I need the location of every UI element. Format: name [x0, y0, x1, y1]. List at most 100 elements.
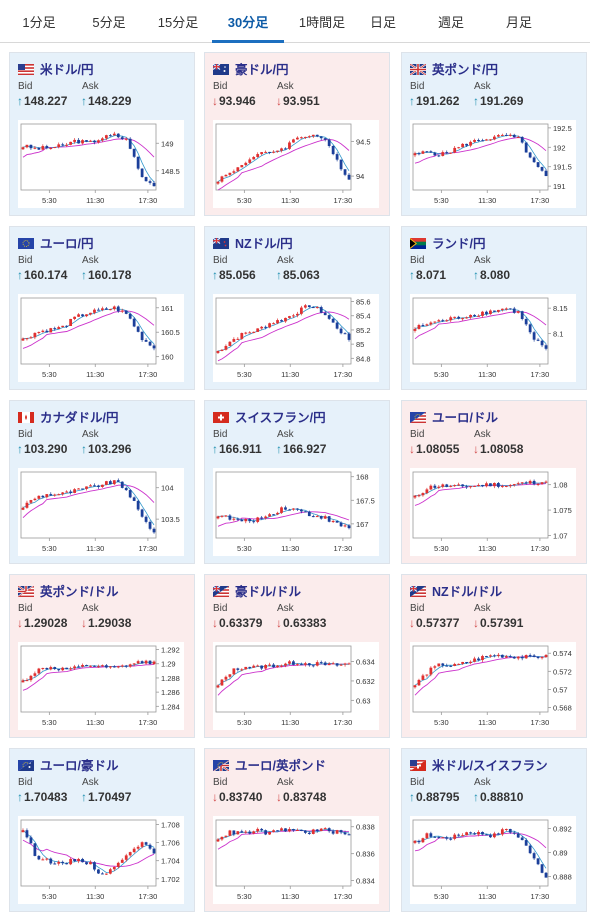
- nz-us-flag: [410, 586, 426, 597]
- candle-body: [528, 845, 532, 854]
- pair-title[interactable]: 豪ドル/ドル: [213, 581, 301, 599]
- pair-name: NZドル/ドル: [432, 585, 503, 599]
- bid-label: Bid: [18, 255, 33, 266]
- candle-body: [248, 159, 252, 163]
- y-tick-label: 0.838: [356, 823, 375, 832]
- candle-body: [124, 855, 128, 860]
- tab-1[interactable]: 5分足: [92, 15, 126, 30]
- pair-title[interactable]: ユーロ/英ポンド: [213, 755, 326, 773]
- candle-body: [41, 330, 45, 332]
- chart-panel[interactable]: 192.5 192 191.5 191 5:30 11:30 17:30: [410, 120, 576, 208]
- tab-3[interactable]: 30分足: [212, 0, 284, 43]
- ask-label: Ask: [277, 81, 294, 92]
- chart-panel[interactable]: 104 103.5 5:30 11:30 17:30: [18, 468, 184, 556]
- chart-panel[interactable]: 8.15 8.1 5:30 11:30 17:30: [410, 294, 576, 382]
- chart-panel[interactable]: 168 167.5 167 5:30 11:30 17:30: [213, 468, 379, 556]
- x-tick-label: 11:30: [86, 718, 104, 727]
- x-tick-label: 11:30: [86, 892, 104, 901]
- ask-value: ↑1.70497: [81, 790, 131, 804]
- y-tick-label: 0.834: [356, 877, 375, 886]
- pair-title[interactable]: ユーロ/円: [18, 233, 93, 251]
- pair-title[interactable]: スイスフラン/円: [213, 407, 326, 425]
- rate-card[interactable]: スイスフラン/円 Bid Ask ↑166.911 ↑166.927 168 167.5 16…: [204, 400, 390, 564]
- arrow-up-icon: ↑: [17, 442, 23, 456]
- candle-body: [61, 144, 65, 146]
- candle-body: [33, 332, 37, 338]
- pair-title[interactable]: 米ドル/スイスフラン: [410, 755, 548, 773]
- y-tick-label: 103.5: [161, 515, 180, 524]
- rate-card[interactable]: ユーロ/円 Bid Ask ↑160.174 ↑160.178 161 160.5 160 5:…: [9, 226, 195, 390]
- pair-title[interactable]: ランド/円: [410, 233, 485, 251]
- candle-body: [461, 661, 465, 664]
- candle-body: [216, 839, 220, 842]
- candle-body: [57, 861, 61, 864]
- pair-title[interactable]: 豪ドル/円: [213, 59, 288, 77]
- candle-body: [116, 862, 120, 867]
- arrow-down-icon: ↓: [473, 442, 479, 456]
- candle-body: [425, 674, 429, 676]
- tab-2[interactable]: 15分足: [157, 15, 199, 30]
- rate-card[interactable]: ユーロ/ドル Bid Ask ↓1.08055 ↓1.08058 1.08 1.075 1.0…: [401, 400, 587, 564]
- chart-panel[interactable]: 1.708 1.706 1.704 1.702 5:30 11:30 17:30: [18, 816, 184, 904]
- ma-line-short: [22, 829, 155, 874]
- rate-card[interactable]: NZドル/ドル Bid Ask ↓0.57377 ↓0.57391 0.574 0.572 0…: [401, 574, 587, 738]
- x-tick-label: 17:30: [139, 718, 158, 727]
- pair-title[interactable]: 英ポンド/ドル: [18, 581, 118, 599]
- candle-body: [272, 664, 275, 668]
- candle-body: [85, 486, 88, 489]
- bid-price: 0.83740: [219, 790, 263, 804]
- chart-panel[interactable]: 0.574 0.572 0.57 0.568 5:30 11:30 17:30: [410, 642, 576, 730]
- pair-title[interactable]: ユーロ/ドル: [410, 407, 498, 425]
- chart-panel[interactable]: 149 148.5 5:30 11:30 17:30: [18, 120, 184, 208]
- ma-line-long: [22, 663, 155, 691]
- candle-body: [276, 512, 279, 515]
- pair-title[interactable]: NZドル/ドル: [410, 581, 502, 599]
- rate-card[interactable]: カナダドル/円 Bid Ask ↑103.290 ↑103.296 104 103.5 5:3…: [9, 400, 195, 564]
- rate-card[interactable]: 米ドル/円 Bid Ask ↑148.227 ↑148.229 149 148.5 5:30 1…: [9, 52, 195, 216]
- pair-title[interactable]: 英ポンド/円: [410, 59, 498, 77]
- tab-0[interactable]: 1分足: [22, 15, 56, 30]
- chart-panel[interactable]: 1.292 1.29 1.288 1.286 1.284 5:30 11:30 17:30: [18, 642, 184, 730]
- chart-panel[interactable]: 1.08 1.075 1.07 5:30 11:30 17:30: [410, 468, 576, 556]
- pair-title[interactable]: NZドル/円: [213, 233, 293, 251]
- pair-title[interactable]: 米ドル/円: [18, 59, 93, 77]
- chart-panel[interactable]: 0.838 0.836 0.834 5:30 11:30 17:30: [213, 816, 379, 904]
- tab-6[interactable]: 週足: [437, 15, 464, 30]
- rate-card[interactable]: NZドル/円 Bid Ask ↑85.056 ↑85.063 85.6 85.4 85.2 85…: [204, 226, 390, 390]
- bid-price: 0.88795: [416, 790, 460, 804]
- chart-panel[interactable]: 161 160.5 160 5:30 11:30 17:30: [18, 294, 184, 382]
- candle-body: [268, 831, 271, 835]
- rate-card[interactable]: ランド/円 Bid Ask ↑8.071 ↑8.080 8.15 8.1 5:30 11:30 1…: [401, 226, 587, 390]
- pair-name: ユーロ/豪ドル: [40, 759, 119, 773]
- candle-body: [108, 869, 112, 874]
- candle-body: [473, 658, 476, 662]
- candle-body: [504, 828, 508, 830]
- tab-7[interactable]: 月足: [505, 15, 532, 30]
- chart-panel[interactable]: 0.892 0.89 0.888 5:30 11:30 17:30: [410, 816, 576, 904]
- candle-body: [280, 507, 283, 513]
- rate-card[interactable]: 英ポンド/円 Bid Ask ↑191.262 ↑191.269 192.5 192 191.…: [401, 52, 587, 216]
- tab-5[interactable]: 日足: [369, 15, 396, 30]
- candle-body: [520, 311, 524, 320]
- pair-title[interactable]: カナダドル/円: [18, 407, 118, 425]
- tab-4[interactable]: 1時間足: [298, 15, 346, 30]
- rate-card[interactable]: ユーロ/英ポンド Bid Ask ↓0.83740 ↓0.83748 0.838 0.836…: [204, 748, 390, 912]
- rate-card[interactable]: 豪ドル/ドル Bid Ask ↓0.63379 ↓0.63383 0.634 0.632 0.…: [204, 574, 390, 738]
- candle-body: [33, 843, 37, 856]
- candle-body: [61, 667, 65, 671]
- pair-name: カナダドル/円: [40, 411, 119, 425]
- candle-body: [256, 665, 260, 667]
- candle-body: [540, 657, 544, 659]
- chart-panel[interactable]: 94.5 94 5:30 11:30 17:30: [213, 120, 379, 208]
- chart-panel[interactable]: 0.634 0.632 0.63 5:30 11:30 17:30: [213, 642, 379, 730]
- candle-body: [284, 148, 287, 150]
- rate-card[interactable]: 英ポンド/ドル Bid Ask ↓1.29028 ↓1.29038 1.292 1.29 1.…: [9, 574, 195, 738]
- pair-title[interactable]: ユーロ/豪ドル: [18, 755, 118, 773]
- candle-body: [101, 138, 104, 141]
- candle-body: [417, 840, 421, 843]
- rate-card[interactable]: 米ドル/スイスフラン Bid Ask ↑0.88795 ↑0.88810 0.892 0.8…: [401, 748, 587, 912]
- chart-panel[interactable]: 85.6 85.4 85.2 85 84.8 5:30 11:30 17:30: [213, 294, 379, 382]
- rate-card[interactable]: 豪ドル/円 Bid Ask ↓93.946 ↓93.951 94.5 94 5:30 11:30…: [204, 52, 390, 216]
- rate-card[interactable]: ユーロ/豪ドル Bid Ask ↑1.70483 ↑1.70497 1.708 1.706 1…: [9, 748, 195, 912]
- x-tick-label: 5:30: [237, 544, 252, 553]
